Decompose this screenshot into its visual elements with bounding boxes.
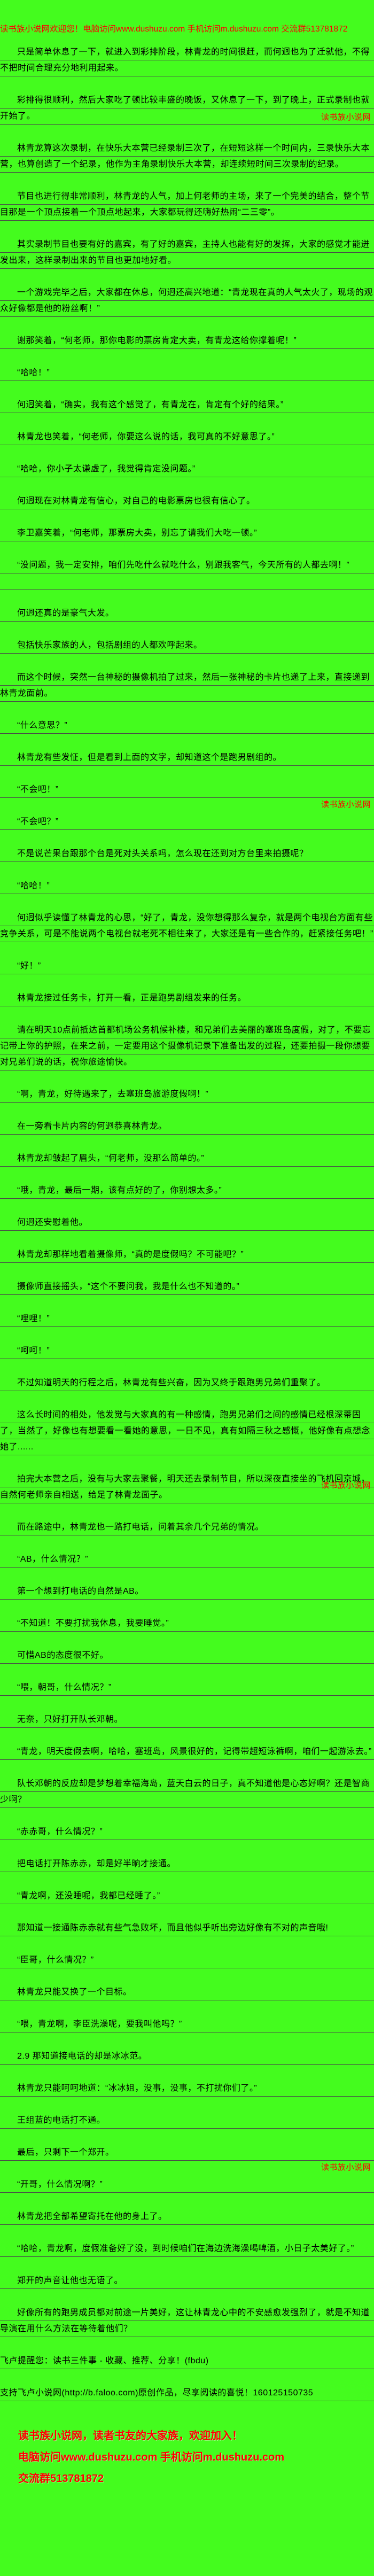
novel-paragraph: 林青龙只能又换了一个目标。: [0, 1984, 374, 2000]
novel-paragraph: “啊，青龙，好待遇来了，去塞班岛旅游度假啊！”: [0, 1087, 374, 1103]
novel-paragraph: 只是简单休息了一下，就进入到彩排阶段，林青龙的时间很赶，而何迥也为了迁就他，不得…: [0, 44, 374, 76]
site-watermark-row: 读书族小说网: [321, 2163, 371, 2172]
novel-paragraph: 最后，只剩下一个郑开。: [0, 2145, 374, 2161]
novel-paragraph: 何迥笑着，“确实，我有这个感觉了，有青龙在，肯定有个好的结果。”: [0, 397, 374, 413]
novel-paragraph: 节目也进行得非常顺利，林青龙的人气，加上何老师的主场，来了一个完美的结合，整个节…: [0, 189, 374, 221]
novel-paragraph: 王组蓝的电话打不通。: [0, 2113, 374, 2129]
novel-paragraph: “开哥，什么情况啊？”: [0, 2177, 374, 2193]
novel-paragraph: “哈哈！”: [0, 365, 374, 381]
novel-paragraph: 林青龙把全部希望寄托在他的身上了。: [0, 2209, 374, 2225]
novel-paragraph: 何迥现在对林青龙有信心，对自己的电影票房也很有信心了。: [0, 493, 374, 509]
site-watermark-inline: 读书族小说网: [321, 113, 371, 122]
novel-paragraph: 林青龙却那样地看着摄像师，“真的是度假吗？不可能吧？”: [0, 1247, 374, 1263]
novel-paragraph: 队长邓朝的反应却是梦想着幸福海岛，蓝天白云的日子，真不知道他是心态好啊？还是智商…: [0, 1776, 374, 1808]
novel-paragraph: 一个游戏完毕之后，大家都在休息，何迥还高兴地道：“青龙现在真的人气太火了，现场的…: [0, 285, 374, 317]
novel-paragraph: 第一个想到打电话的自然是AB。: [0, 1584, 374, 1600]
novel-paragraph: 这么长时间的相处，他发觉与大家真的有一种感情，跑男兄弟们之间的感情已经根深蒂固了…: [0, 1407, 374, 1455]
novel-paragraph: 谢那笑着，“何老师，那你电影的票房肯定大卖，有青龙这给你撑着呢！”: [0, 333, 374, 349]
novel-paragraph: 何迥还真的是豪气大发。: [0, 606, 374, 622]
novel-paragraph: “好！”: [0, 958, 374, 974]
novel-paragraph: “哈哈！”: [0, 878, 374, 894]
novel-paragraph: “呵呵！”: [0, 1343, 374, 1359]
novel-paragraph: 无奈，只好打开队长邓朝。: [0, 1712, 374, 1728]
novel-paragraph: 彩排得很顺利，然后大家吃了顿比较丰盛的晚饭，又休息了一下，到了晚上，正式录制也就…: [0, 92, 374, 125]
novel-paragraph: 而这个时候，突然一台神秘的摄像机拍了过来，然后一张神秘的卡片也递了上来，直接递到…: [0, 670, 374, 702]
novel-paragraph: 林青龙却皱起了眉头，“何老师，没那么简单的。”: [0, 1151, 374, 1167]
site-footer-watermark: 读书族小说网，读者书友的大家族，欢迎加入！ 电脑访问www.dushuzu.co…: [0, 2425, 374, 2489]
novel-paragraph: 不过知道明天的行程之后，林青龙有些兴奋，因为又终于跟跑男兄弟们重聚了。: [0, 1375, 374, 1391]
novel-paragraph: “哈哈，青龙啊，度假准备好了没，到时候咱们在海边洗海澡喝啤酒，小日子太美好了。”: [0, 2241, 374, 2257]
novel-paragraph: 包括快乐家族的人，包括剧组的人都欢呼起来。: [0, 638, 374, 654]
novel-paragraph: “哦，青龙，最后一期，该有点好的了，你别想太多。”: [0, 1183, 374, 1199]
novel-paragraph: 请在明天10点前抵达首都机场公务机候补楼，和兄弟们去美丽的塞班岛度假，对了，不要…: [0, 1022, 374, 1070]
novel-paragraph: “不会吧！”: [0, 782, 374, 798]
site-watermark-inline: 读书族小说网: [321, 1481, 371, 1490]
novel-paragraph: “哩哩！”: [0, 1311, 374, 1327]
novel-paragraph: 李卫嘉笑着，“何老师，那票房大卖，别忘了请我们大吃一顿。”: [0, 525, 374, 541]
novel-paragraph: 郑开的声音让他也无语了。: [0, 2273, 374, 2289]
novel-paragraph: “哈哈，你小子太谦虚了，我觉得肯定没问题。”: [0, 461, 374, 477]
novel-paragraph: 摄像师直接摇头，“这个不要问我，我是什么也不知道的。”: [0, 1279, 374, 1295]
novel-paragraph: 何迥还安慰着他。: [0, 1215, 374, 1231]
novel-paragraph: “没问题，我一定安排，咱们先吃什么就吃什么，别跟我客气，今天所有的人都去啊！”: [0, 557, 374, 573]
novel-paragraph: 其实录制节目也要有好的嘉宾，有了好的嘉宾，主持人也能有好的发挥，大家的感觉才能迸…: [0, 237, 374, 269]
novel-paragraph: “什么意思？”: [0, 718, 374, 734]
footer-join-line: 读书族小说网，读者书友的大家族，欢迎加入！: [18, 2430, 243, 2442]
footer-access-line: 电脑访问www.dushuzu.com 手机访问m.dushuzu.com: [18, 2451, 285, 2463]
notice-line: 飞卢提醒您：读书三件事 - 收藏、推荐、分享！(fbdu): [0, 2353, 374, 2369]
novel-paragraph: 林青龙只能呵呵地道：“冰冰姐，没事，没事，不打扰你们了。”: [0, 2081, 374, 2097]
novel-paragraph: 而在路途中，林青龙也一路打电话，问着其余几个兄弟的情况。: [0, 1519, 374, 1535]
novel-paragraph: 那知道一接通陈赤赤就有些气急败坏，而且他似乎听出旁边好像有不对的声音哦!: [0, 1920, 374, 1936]
site-watermark-row: 读书族小说网: [321, 800, 371, 809]
novel-paragraph: “赤赤哥，什么情况？”: [0, 1824, 374, 1840]
novel-paragraph: “不会吧？”: [0, 814, 374, 830]
novel-paragraph: 把电话打开陈赤赤，却是好半晌才接通。: [0, 1856, 374, 1872]
novel-paragraph: “喂，朝哥，什么情况？”: [0, 1680, 374, 1696]
novel-paragraph: 林青龙算这次录制，在快乐大本营已经录制三次了，在短短这样一个时间内，三录快乐大本…: [0, 141, 374, 173]
footer-qq-line: 交流群513781872: [18, 2473, 104, 2485]
novel-paragraph: “AB，什么情况？”: [0, 1551, 374, 1568]
site-header-watermark: 读书族小说网欢迎您！电脑访问www.dushuzu.com 手机访问m.dush…: [0, 25, 348, 34]
novel-paragraph: 2.9 那知道接电话的却是冰冰范。: [0, 2049, 374, 2065]
novel-paragraph: 拍完大本营之后，没有与大家去聚餐，明天还去录制节目，所以深夜直接坐的飞机回京城，…: [0, 1471, 374, 1503]
novel-paragraph: 可惜AB的态度很不好。: [0, 1648, 374, 1664]
novel-paragraph: 在一旁看卡片内容的何迥恭喜林青龙。: [0, 1119, 374, 1135]
novel-paragraph: 林青龙有些发怔，但是看到上面的文字，却知道这个是跑男剧组的。: [0, 750, 374, 766]
novel-paragraph: “臣哥，什么情况？”: [0, 1952, 374, 1968]
novel-paragraph: “青龙啊，还没睡呢，我都已经睡了。”: [0, 1888, 374, 1904]
notice-line: 支持飞卢小说网(http://b.faloo.com)原创作品，尽享阅读的喜悦！…: [0, 2385, 374, 2401]
novel-paragraph: 不是说芒果台跟那个台是死对头关系吗，怎么现在还到对方台里来拍摄呢？: [0, 846, 374, 862]
novel-paragraph: “不知道！不要打扰我休息，我要睡觉。”: [0, 1616, 374, 1632]
novel-paragraph: 何迥似乎读懂了林青龙的心思，“好了，青龙，没你想得那么复杂，就是两个电视台方面有…: [0, 910, 374, 942]
blank-underlined-line: [0, 573, 374, 589]
novel-paragraph: 好像所有的跑男成员都对前途一片美好，这让林青龙心中的不安感愈发强烈了，就是不知道…: [0, 2305, 374, 2337]
novel-paragraph: 林青龙也笑着，“何老师，你要这么说的话，我可真的不好意思了。”: [0, 429, 374, 445]
novel-paragraph: “青龙，明天度假去啊，哈哈，塞班岛，风景很好的，记得带超短泳裤啊，咱们一起游泳去…: [0, 1744, 374, 1760]
novel-paragraph: 林青龙接过任务卡，打开一看，正是跑男剧组发来的任务。: [0, 990, 374, 1006]
novel-content: 只是简单休息了一下，就进入到彩排阶段，林青龙的时间很赶，而何迥也为了迁就他，不得…: [0, 44, 374, 2401]
novel-paragraph: “喂，青龙啊，李臣洗澡呢，要我叫他吗？”: [0, 2016, 374, 2032]
